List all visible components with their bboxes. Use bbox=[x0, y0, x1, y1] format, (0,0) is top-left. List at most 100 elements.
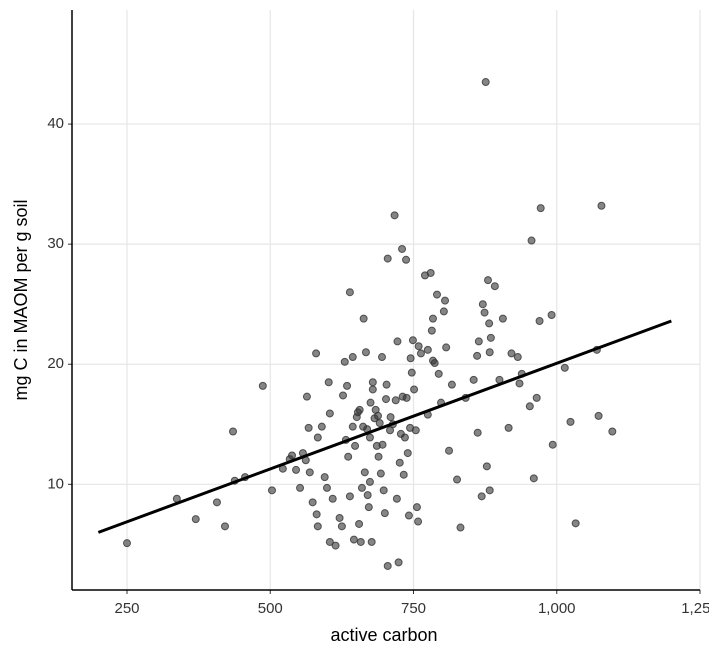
point bbox=[357, 483, 366, 492]
point bbox=[367, 537, 376, 546]
point bbox=[566, 417, 575, 426]
point bbox=[404, 511, 413, 520]
point bbox=[400, 433, 409, 442]
point bbox=[453, 475, 462, 484]
point bbox=[366, 398, 375, 407]
point bbox=[594, 411, 603, 420]
point bbox=[382, 380, 391, 389]
point bbox=[292, 465, 301, 474]
point bbox=[351, 441, 360, 450]
trend-line bbox=[97, 319, 672, 534]
point bbox=[482, 462, 491, 471]
point bbox=[368, 385, 377, 394]
point bbox=[480, 308, 489, 317]
point bbox=[383, 561, 392, 570]
point bbox=[402, 255, 411, 264]
point bbox=[393, 337, 402, 346]
point bbox=[345, 288, 354, 297]
point bbox=[477, 492, 486, 501]
point bbox=[313, 433, 322, 442]
point bbox=[403, 449, 412, 458]
point bbox=[325, 409, 334, 418]
x-axis-title: active carbon bbox=[330, 625, 437, 645]
point bbox=[212, 498, 221, 507]
point bbox=[339, 391, 348, 400]
point bbox=[376, 469, 385, 478]
point bbox=[426, 268, 435, 277]
point bbox=[288, 451, 297, 460]
point bbox=[547, 311, 556, 320]
point bbox=[408, 336, 417, 345]
y-tick-label: 40 bbox=[47, 115, 64, 132]
y-tick-label: 30 bbox=[47, 235, 64, 252]
point bbox=[349, 535, 358, 544]
point bbox=[364, 503, 373, 512]
point bbox=[442, 343, 451, 352]
point bbox=[325, 537, 334, 546]
point bbox=[356, 537, 365, 546]
point bbox=[513, 353, 522, 362]
point bbox=[536, 204, 545, 213]
point bbox=[498, 314, 507, 323]
x-tick-label: 500 bbox=[258, 600, 283, 617]
y-axis-title: mg C in MAOM per g soil bbox=[11, 199, 31, 400]
point bbox=[267, 486, 276, 495]
point bbox=[441, 296, 450, 305]
point bbox=[361, 348, 370, 357]
point bbox=[395, 458, 404, 467]
point bbox=[373, 411, 382, 420]
point bbox=[469, 375, 478, 384]
point bbox=[375, 419, 384, 428]
point bbox=[379, 486, 388, 495]
point bbox=[398, 244, 407, 253]
point bbox=[490, 282, 499, 291]
point bbox=[548, 440, 557, 449]
point bbox=[390, 211, 399, 220]
point bbox=[432, 290, 441, 299]
point bbox=[355, 405, 364, 414]
point bbox=[525, 402, 534, 411]
point bbox=[312, 349, 321, 358]
point bbox=[324, 378, 333, 387]
point bbox=[374, 452, 383, 461]
point bbox=[439, 307, 448, 316]
point bbox=[386, 413, 395, 422]
point bbox=[597, 201, 606, 210]
point bbox=[474, 337, 483, 346]
point bbox=[529, 474, 538, 483]
point bbox=[481, 78, 490, 87]
point bbox=[407, 368, 416, 377]
x-tick-label: 1,000 bbox=[538, 600, 576, 617]
point bbox=[191, 515, 200, 524]
point bbox=[410, 385, 419, 394]
point bbox=[220, 522, 229, 531]
point bbox=[406, 354, 415, 363]
point bbox=[322, 483, 331, 492]
point bbox=[308, 498, 317, 507]
point bbox=[430, 359, 439, 368]
point bbox=[456, 523, 465, 532]
point bbox=[343, 381, 352, 390]
point bbox=[394, 558, 403, 567]
point bbox=[229, 427, 238, 436]
point bbox=[328, 494, 337, 503]
point bbox=[532, 393, 541, 402]
point bbox=[412, 503, 421, 512]
point bbox=[485, 348, 494, 357]
point bbox=[296, 483, 305, 492]
point bbox=[337, 522, 346, 531]
point bbox=[360, 468, 369, 477]
point bbox=[504, 423, 513, 432]
y-tick-label: 20 bbox=[47, 355, 64, 372]
point bbox=[608, 427, 617, 436]
point bbox=[486, 333, 495, 342]
point bbox=[391, 396, 400, 405]
point bbox=[380, 509, 389, 518]
point bbox=[483, 276, 492, 285]
point bbox=[445, 446, 454, 455]
point bbox=[535, 317, 544, 326]
point bbox=[355, 519, 364, 528]
point bbox=[411, 426, 420, 435]
point bbox=[377, 353, 386, 362]
point bbox=[392, 494, 401, 503]
